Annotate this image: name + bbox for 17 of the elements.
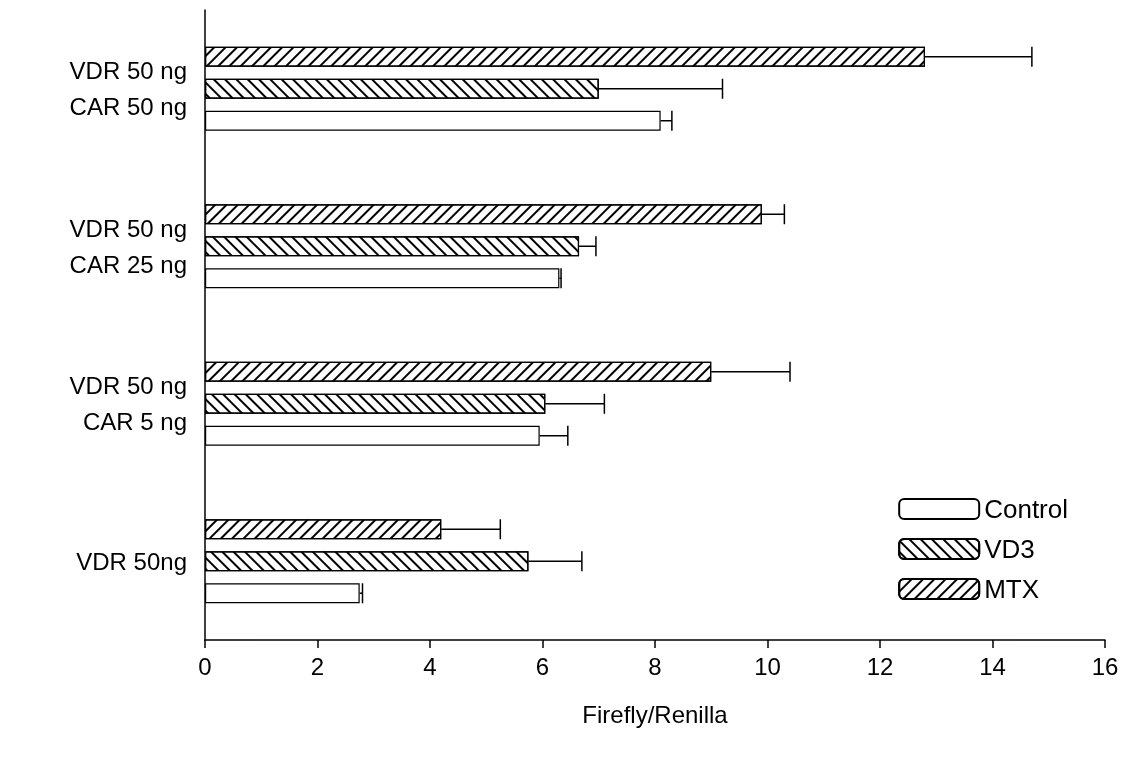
x-tick-label: 0 (198, 652, 212, 680)
x-tick-label: 16 (1091, 652, 1119, 680)
y-tick-label: VDR 50 ng CAR 50 ng (69, 57, 187, 121)
x-tick-label: 8 (648, 652, 662, 680)
x-tick-label: 4 (423, 652, 437, 680)
x-tick-label: 12 (866, 652, 894, 680)
legend-label: Control (984, 494, 1069, 524)
legend-label: MTX (984, 574, 1040, 604)
x-tick-label: 6 (535, 652, 550, 680)
y-tick-label: VDR 50ng (76, 547, 187, 575)
x-axis-title: Firefly/Renilla (582, 700, 729, 728)
legend-label: VD3 (984, 534, 1035, 564)
y-tick-label: VDR 50 ng CAR 5 ng (69, 372, 187, 436)
x-tick-label: 2 (310, 652, 325, 680)
y-tick-label: VDR 50 ng CAR 25 ng (69, 214, 187, 278)
x-tick-label: 10 (754, 652, 781, 680)
x-tick-label: 14 (979, 652, 1006, 680)
